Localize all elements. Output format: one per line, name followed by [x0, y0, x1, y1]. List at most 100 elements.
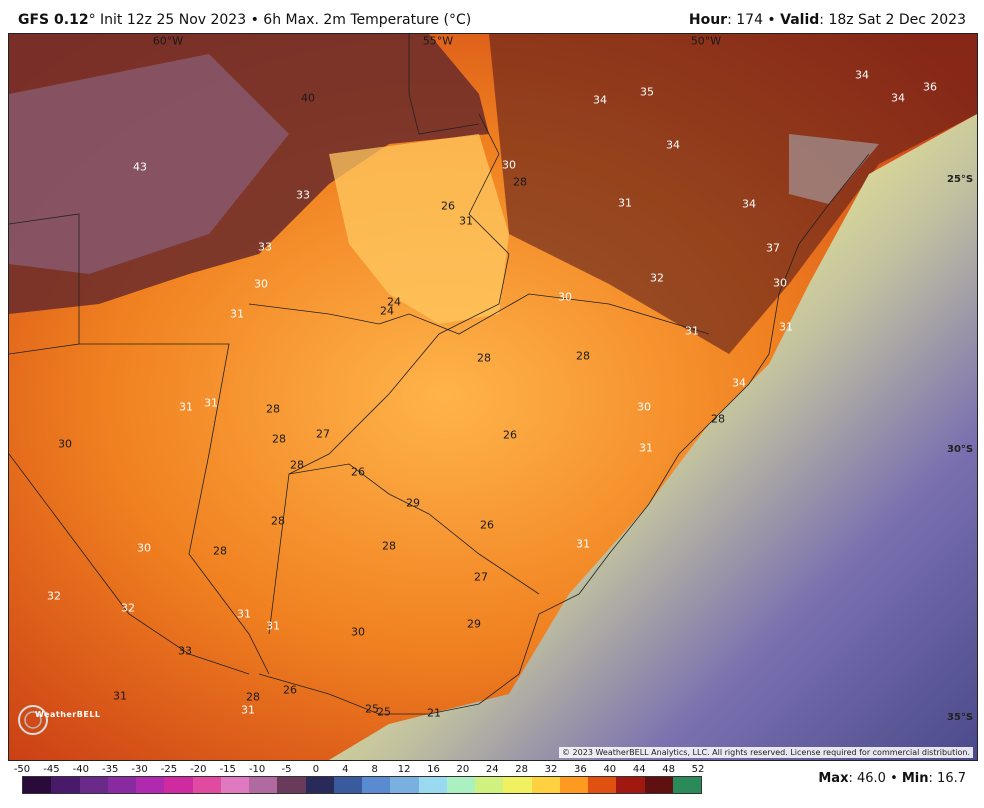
- lat-label: 25°S: [947, 174, 974, 185]
- temp-label: 35: [640, 85, 654, 99]
- weatherbell-logo: WeatherBELL: [13, 698, 100, 742]
- colorbar-tick-label: -25: [160, 764, 178, 775]
- temp-label: 30: [58, 437, 72, 451]
- temp-label: 31: [266, 619, 280, 633]
- colorbar-segment: [220, 777, 249, 793]
- colorbar-tick-label: -45: [43, 764, 60, 775]
- temp-label: 28: [271, 514, 285, 528]
- map-title: GFS 0.12° Init 12z 25 Nov 2023 • 6h Max.…: [18, 12, 471, 28]
- temp-label: 28: [576, 349, 590, 363]
- hour-value: : 174 •: [727, 12, 781, 28]
- temp-label: 30: [558, 290, 572, 304]
- colorbar-segment: [23, 777, 52, 793]
- temp-label: 28: [513, 175, 527, 189]
- init-text: Init 12z 25 Nov 2023 • 6h Max. 2m Temper…: [95, 12, 472, 28]
- valid-label: Valid: [780, 12, 820, 28]
- borders: [9, 34, 870, 715]
- temp-label: 31: [779, 320, 793, 334]
- max-min-stats: Max: 46.0 • Min: 16.7: [818, 771, 966, 786]
- temp-label: 28: [477, 351, 491, 365]
- max-label: Max: [818, 771, 849, 786]
- colorbar-segment: [672, 777, 701, 793]
- coast-gray-zone: [789, 134, 879, 204]
- temp-label: 34: [593, 93, 607, 107]
- temp-label: 30: [254, 277, 268, 291]
- colorbar-tick-label: -15: [219, 764, 236, 775]
- min-value: : 16.7: [928, 771, 966, 786]
- colorbar-tick-label: 20: [456, 764, 470, 775]
- colorbar-tick-label: -10: [248, 764, 266, 775]
- temp-label: 29: [467, 617, 481, 631]
- temp-label: 34: [742, 197, 756, 211]
- temp-label: 31: [113, 689, 127, 703]
- max-value: : 46.0 •: [848, 771, 902, 786]
- temp-label: 32: [121, 601, 135, 615]
- temp-label: 29: [406, 496, 420, 510]
- temp-label: 27: [474, 570, 488, 584]
- colorbar-segment: [475, 777, 504, 793]
- colorbar-tick-label: -35: [102, 764, 119, 775]
- colorbar-tick-label: -50: [13, 764, 31, 775]
- lon-label: 60°W: [152, 34, 184, 48]
- colorbar-segment: [51, 777, 80, 793]
- logo-text: WeatherBELL: [35, 710, 101, 719]
- temp-label: 26: [283, 683, 297, 697]
- temp-label: 30: [137, 541, 151, 555]
- temp-label: 30: [637, 400, 651, 414]
- temp-label: 26: [503, 428, 517, 442]
- colorbar-segment: [249, 777, 278, 793]
- temp-label: 31: [639, 441, 653, 455]
- colorbar-tick-label: -5: [281, 764, 292, 775]
- lat-label: 35°S: [947, 712, 974, 723]
- colorbar-tick-label: 28: [515, 764, 529, 775]
- colorbar-tick-label: 0: [312, 764, 320, 775]
- header: GFS 0.12° Init 12z 25 Nov 2023 • 6h Max.…: [0, 0, 984, 34]
- temp-label: 24: [387, 295, 401, 309]
- temp-label: 32: [650, 271, 664, 285]
- temp-label: 31: [459, 214, 473, 228]
- colorbar-tick-label: 24: [485, 764, 499, 775]
- colorbar-tick-label: 52: [691, 764, 705, 775]
- colorbar-segment: [559, 777, 588, 793]
- temp-label: 31: [685, 324, 699, 338]
- temp-label: 25: [365, 702, 379, 716]
- colorbar-segment: [277, 777, 306, 793]
- temp-label: 30: [773, 276, 787, 290]
- temp-label: 25: [377, 705, 391, 719]
- temp-label: 26: [441, 199, 455, 213]
- temp-label: 43: [133, 160, 147, 174]
- map-canvas: [9, 34, 977, 760]
- colorbar-segment: [588, 777, 617, 793]
- temp-label: 33: [258, 240, 272, 254]
- ocean: [329, 114, 977, 760]
- temp-label: 28: [213, 544, 227, 558]
- colorbar-segment: [531, 777, 560, 793]
- temp-label: 26: [480, 518, 494, 532]
- colorbar-segment: [503, 777, 532, 793]
- colorbar-segment: [136, 777, 165, 793]
- temp-label: 36: [923, 80, 937, 94]
- degree-symbol: °: [88, 12, 96, 28]
- colorbar-tick-label: -30: [131, 764, 148, 775]
- lon-label: 55°W: [422, 34, 454, 48]
- colorbar-tick-label: 32: [544, 764, 558, 775]
- temp-label: 31: [241, 703, 255, 717]
- min-label: Min: [901, 771, 929, 786]
- temp-label: 28: [711, 412, 725, 426]
- colorbar-segment: [305, 777, 334, 793]
- colorbar-tick-label: -20: [190, 764, 207, 775]
- temp-label: 31: [179, 400, 193, 414]
- temp-label: 37: [766, 241, 780, 255]
- temp-label: 40: [301, 91, 315, 105]
- temp-label: 28: [290, 458, 304, 472]
- colorbar-segment: [644, 777, 673, 793]
- temp-label: 26: [351, 465, 365, 479]
- colorbar-segment: [362, 777, 391, 793]
- temperature-map[interactable]: 60°W 55°W 50°W 25°S 30°S 35°S 40 43 33 3…: [8, 33, 978, 761]
- colorbar-segment: [79, 777, 108, 793]
- temp-label: 31: [576, 537, 590, 551]
- temp-label: 32: [47, 589, 61, 603]
- temp-label: 34: [891, 91, 905, 105]
- temp-label: 33: [178, 644, 192, 658]
- temp-label: 31: [237, 607, 251, 621]
